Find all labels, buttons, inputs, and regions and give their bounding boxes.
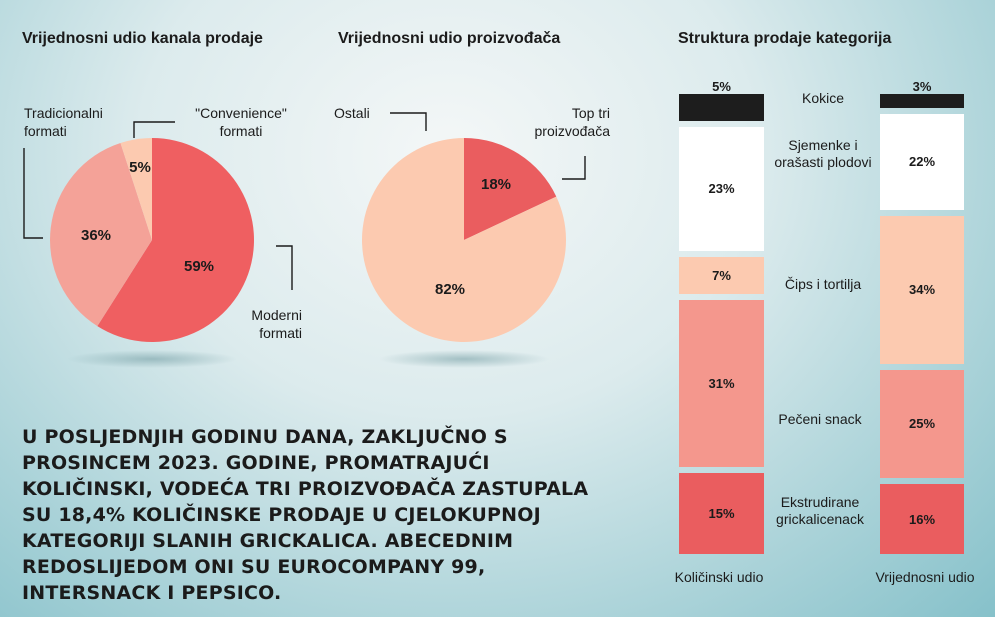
- bar-kolicinski-sjemenke: 23%: [679, 126, 764, 251]
- pie2-title: Vrijednosni udio proizvođača: [338, 30, 561, 47]
- pie1-label-36: 36%: [81, 227, 111, 244]
- label-ekstrudirane: Ekstrudirane grickalicenack: [776, 494, 864, 527]
- bar-kolicinski-cips: 7%: [679, 256, 764, 295]
- label-cips: Čips i tortilja: [784, 276, 862, 292]
- pie1-slice-tradicionalni: [49, 142, 152, 327]
- pie1-slice-moderni: [97, 138, 254, 342]
- pie2-slices: [362, 138, 566, 343]
- bar-kolicinski-peceni: 31%: [679, 300, 764, 468]
- bar-vrijednosni-peceni: 25%: [880, 369, 964, 479]
- pie1-label-59: 59%: [184, 258, 214, 275]
- pie1-legend-tradicionalni: Tradicionalni formati: [24, 105, 103, 139]
- leader-moderni: [276, 245, 293, 290]
- leader-ostali: [390, 112, 427, 131]
- bar-value-label: 3%: [912, 79, 932, 94]
- label-kokice: Kokice: [801, 90, 845, 106]
- axis-label-vrijednosni: Vrijednosni udio: [875, 569, 975, 585]
- pie2-shadow: [379, 350, 549, 368]
- pie1-shadow: [67, 350, 237, 368]
- pie1-legend-convenience: "Convenience" formati: [195, 105, 287, 139]
- bar-vrijednosni-ekstrudirane: 16%: [880, 484, 964, 554]
- pie1-title: Vrijednosni udio kanala prodaje: [22, 30, 263, 47]
- pie2-slice-top3: [464, 138, 557, 240]
- label-sjemenke: Sjemenke i orašasti plodovi: [774, 137, 872, 170]
- pie2-legend-top3: Top tri proizvođača: [534, 105, 611, 139]
- pie1-slice-convenience: [120, 138, 152, 240]
- leader-tradicionalni: [23, 148, 43, 239]
- summary-paragraph: U posljednjih godinu dana, zaključno s p…: [22, 426, 589, 604]
- pie1-slices: [49, 138, 254, 342]
- leader-lines: [23, 112, 586, 290]
- bar-chart-title: Struktura prodaje kategorija: [678, 30, 892, 47]
- pie2-slice-ostali: [362, 138, 566, 343]
- bar-value-label: 5%: [712, 79, 731, 94]
- pie1-label-5: 5%: [129, 159, 151, 176]
- axis-label-kolicinski: Količinski udio: [674, 569, 764, 585]
- bar-kolicinski-kokice: [679, 94, 764, 121]
- pie2-label-82: 82%: [435, 281, 465, 298]
- bar-kolicinski-ekstrudirane: 15%: [679, 473, 764, 554]
- bar-vrijednosni-kokice: [880, 94, 964, 108]
- pie1-legend-moderni: Moderni formati: [251, 307, 302, 341]
- pie2-label-18: 18%: [481, 176, 511, 193]
- bar-vrijednosni-cips: 34%: [880, 215, 964, 364]
- bar-vrijednosni-sjemenke: 22%: [880, 113, 964, 210]
- pie2-legend-ostali: Ostali: [334, 105, 370, 121]
- leader-convenience: [133, 121, 175, 138]
- leader-top3: [562, 156, 586, 180]
- label-peceni: Pečeni snack: [778, 411, 862, 427]
